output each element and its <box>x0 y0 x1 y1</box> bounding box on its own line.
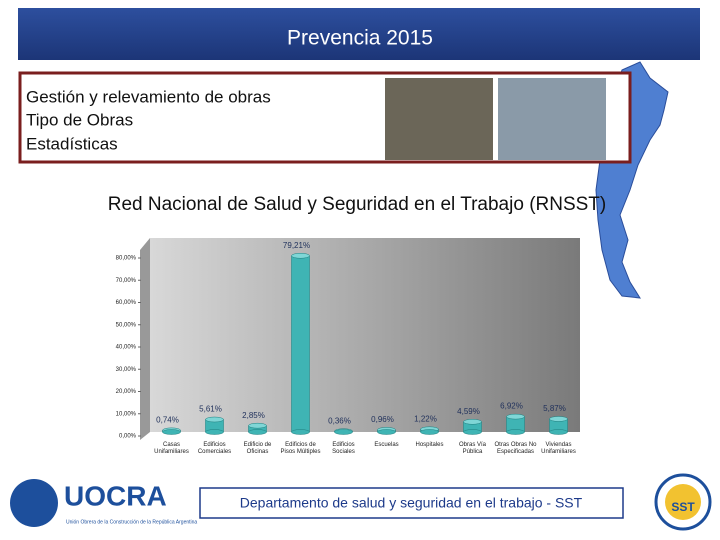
logo-icon <box>10 479 58 527</box>
x-tick-label: Edificio de Oficinas <box>243 442 272 455</box>
value-label: 5,61% <box>199 405 222 414</box>
subtitle: Red Nacional de Salud y Seguridad en el … <box>108 194 607 215</box>
bar-base <box>549 429 568 435</box>
x-tick-label: Edificios de Pisos Múltiples <box>280 442 321 455</box>
photo-city <box>498 78 606 160</box>
x-tick-label: Escuelas <box>374 442 399 448</box>
x-tick-label: Edificios Comerciales <box>197 442 232 455</box>
x-tick-label: Casas Unifamiliares <box>154 442 189 455</box>
bar-cap <box>549 416 568 422</box>
wall-side <box>140 238 150 440</box>
title-bar <box>18 8 700 60</box>
logo-name: UOCRA <box>64 480 167 511</box>
bar-cap <box>205 416 224 423</box>
x-tick-label: Otras Obras No Especificadas <box>494 442 537 455</box>
value-label: 2,85% <box>242 411 265 420</box>
value-label: 6,92% <box>500 402 523 411</box>
y-tick-label: 20,00% <box>116 389 137 395</box>
x-tick-label: Hospitales <box>415 442 444 448</box>
bar-base <box>506 429 525 435</box>
bar-cap <box>291 253 310 259</box>
topic: Estadísticas <box>26 134 118 153</box>
topic: Gestión y relevamiento de obras <box>26 87 271 106</box>
x-tick-label: Edificios Sociales <box>332 442 355 455</box>
value-label: 5,87% <box>543 404 566 413</box>
bar-base <box>162 429 181 435</box>
y-tick-label: 80,00% <box>116 256 137 262</box>
y-tick-label: 40,00% <box>116 345 137 351</box>
value-label: 0,36% <box>328 416 351 425</box>
bar-base <box>291 429 310 435</box>
value-label: 1,22% <box>414 414 437 423</box>
bar-base <box>463 429 482 435</box>
y-tick-label: 10,00% <box>116 411 137 417</box>
y-tick-label: 30,00% <box>116 367 137 373</box>
bar-base <box>334 429 353 435</box>
bar-base <box>377 429 396 435</box>
bar-cap <box>248 422 267 429</box>
badge-inner <box>665 484 701 520</box>
value-label: 79,21% <box>283 241 310 250</box>
photo-works <box>385 78 493 160</box>
plot-wall <box>150 238 580 432</box>
slide-title: Prevencia 2015 <box>287 27 433 50</box>
value-label: 4,59% <box>457 407 480 416</box>
bar <box>291 255 310 433</box>
x-tick-label: Obras Vía Pública <box>458 442 486 455</box>
y-tick-label: 70,00% <box>116 278 137 284</box>
footer-text: Departamento de salud y seguridad en el … <box>240 495 583 511</box>
topic: Tipo de Obras <box>26 110 133 129</box>
bar-cap <box>506 413 525 420</box>
bar-base <box>248 429 267 435</box>
logo-caption: Unión Obrera de la Construcción de la Re… <box>66 519 197 525</box>
value-label: 0,74% <box>156 415 179 424</box>
badge-text: SST <box>671 500 695 514</box>
y-tick-label: 50,00% <box>116 322 137 328</box>
x-tick-label: Viviendas Unifamiliares <box>541 442 576 455</box>
bar-cap <box>463 419 482 425</box>
y-tick-label: 0,00% <box>119 434 137 440</box>
bar-base <box>205 429 224 435</box>
footer-box <box>199 487 624 519</box>
bar-base <box>420 429 439 435</box>
value-label: 0,96% <box>371 415 394 424</box>
y-tick-label: 60,00% <box>116 300 137 306</box>
